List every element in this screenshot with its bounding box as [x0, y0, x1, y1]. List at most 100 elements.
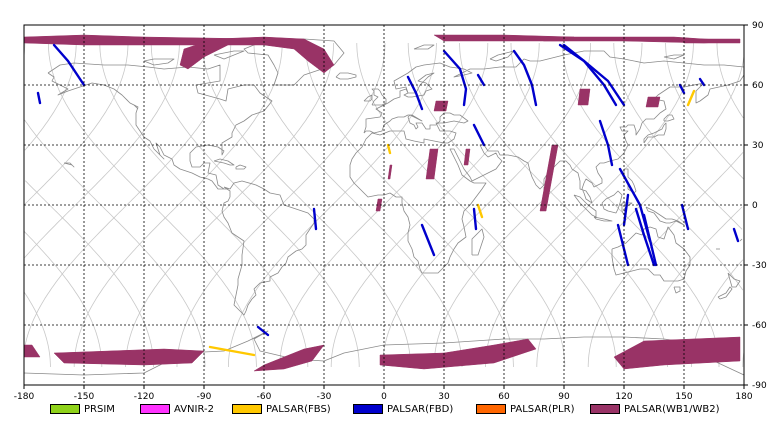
orbit-track: [23, 43, 232, 351]
coastline: [471, 228, 485, 256]
orbit-track: [24, 43, 77, 151]
swath-palsar-fbd: [616, 223, 630, 267]
swath-palsar-fbd: [512, 49, 538, 107]
swath-palsar-fbd: [472, 123, 486, 147]
swath-palsar-fbs: [686, 89, 696, 107]
legend-item: PALSAR(PLR): [476, 402, 574, 416]
orbit-track: [716, 43, 744, 119]
coastline: [413, 44, 435, 50]
swath-palsar-fbd: [698, 77, 706, 87]
coastline: [221, 180, 315, 316]
swath-palsar-fbd: [472, 207, 478, 231]
legend-swatch: [590, 404, 620, 414]
orbit-track: [613, 43, 743, 230]
lon-tick-label: 90: [558, 392, 570, 402]
swath-palsar-wb: [253, 344, 325, 372]
swath-palsar-fbs: [208, 345, 256, 357]
lat-tick-label: -60: [752, 321, 767, 331]
swath-palsar-fbd: [622, 193, 630, 227]
coastline: [601, 190, 623, 214]
lon-tick-label: -120: [134, 392, 155, 402]
coastline: [349, 74, 745, 274]
legend-label: PRSIM: [84, 403, 115, 415]
orbit-track: [23, 43, 129, 206]
swath-palsar-fbs: [476, 203, 484, 219]
swath-palsar-wb: [425, 148, 439, 180]
lat-tick-label: -90: [752, 381, 767, 391]
legend: PRSIM AVNIR-2 PALSAR(FBS) PALSAR(FBD) PALSAR…: [0, 398, 770, 420]
coastline: [335, 72, 357, 80]
swath-palsar-fbd: [36, 91, 42, 105]
legend-swatch: [50, 404, 80, 414]
swath-palsar-wb: [683, 38, 741, 44]
swath-palsar-fbd: [406, 75, 424, 111]
coastline: [143, 58, 175, 66]
orbit-track: [562, 43, 744, 291]
coastline: [643, 122, 667, 144]
orbit-track: [665, 43, 744, 179]
coastline: [673, 286, 681, 294]
orbit-track: [23, 291, 51, 367]
coastline: [363, 94, 373, 102]
coastline: [235, 164, 247, 170]
lat-tick-label: 90: [752, 21, 764, 31]
swath-palsar-fbd: [442, 49, 468, 107]
lon-tick-label: -180: [14, 392, 35, 402]
coastline: [717, 286, 733, 300]
legend-swatch: [232, 404, 262, 414]
coastline: [213, 50, 245, 60]
swath-palsar-wb: [179, 36, 335, 74]
coastline: [645, 206, 685, 226]
coastline: [727, 272, 741, 288]
orbit-track: [742, 352, 745, 367]
lon-tick-label: -90: [197, 392, 212, 402]
orbit-track: [24, 43, 180, 258]
orbit-track: [536, 57, 745, 367]
lon-tick-label: 180: [735, 392, 752, 402]
legend-item: AVNIR-2: [140, 402, 214, 416]
lat-tick-label: 30: [752, 141, 764, 151]
swath-palsar-wb: [433, 100, 449, 112]
legend-item: PALSAR(WB1/WB2): [590, 402, 720, 416]
coastline: [593, 216, 613, 222]
orbit-track: [24, 119, 206, 367]
lon-tick-label: 150: [675, 392, 692, 402]
orbit-track: [639, 206, 743, 367]
swath-palsar-fbd: [678, 83, 686, 95]
coastline: [47, 62, 273, 190]
legend-item: PALSAR(FBS): [232, 402, 331, 416]
swath-palsar-fbd: [312, 207, 318, 231]
orbit-track: [510, 43, 720, 367]
swath-palsar-fbd: [52, 43, 86, 87]
graticule: [24, 25, 744, 385]
lat-tick-label: 0: [752, 201, 758, 211]
swath-palsar-wb: [645, 96, 661, 108]
legend-label: PALSAR(FBS): [266, 403, 331, 415]
legend-swatch: [140, 404, 170, 414]
lon-tick-label: 0: [381, 392, 387, 402]
swath-palsar-wb: [379, 338, 537, 370]
lon-tick-label: -150: [74, 392, 95, 402]
legend-label: PALSAR(WB1/WB2): [624, 403, 720, 415]
swath-palsar-fbd: [634, 207, 656, 267]
swath-palsar-fbd: [680, 203, 690, 231]
coastline: [663, 114, 675, 122]
swath-palsar-fbd: [732, 227, 740, 243]
lon-tick-label: 30: [438, 392, 450, 402]
orbit-track: [23, 231, 103, 367]
swath-palsar-wb: [375, 198, 383, 212]
swath-palsar-fbs: [386, 143, 392, 155]
lon-tick-label: 120: [615, 392, 632, 402]
lon-tick-label: -60: [257, 392, 272, 402]
legend-item: PRSIM: [50, 402, 115, 416]
axis-ticks: -180 -150 -120 -90 -60 -30 0 30 60 90 120 150 180 90 6…: [14, 21, 767, 402]
swath-palsar-fbd: [256, 325, 270, 337]
swath-palsar-wb: [577, 88, 591, 106]
swath-palsar-wb: [613, 336, 741, 370]
legend-item: PALSAR(FBD): [353, 402, 453, 416]
legend-label: PALSAR(FBD): [387, 403, 454, 415]
lon-tick-label: 60: [498, 392, 510, 402]
lat-tick-label: 60: [752, 81, 764, 91]
coastline: [213, 158, 235, 166]
